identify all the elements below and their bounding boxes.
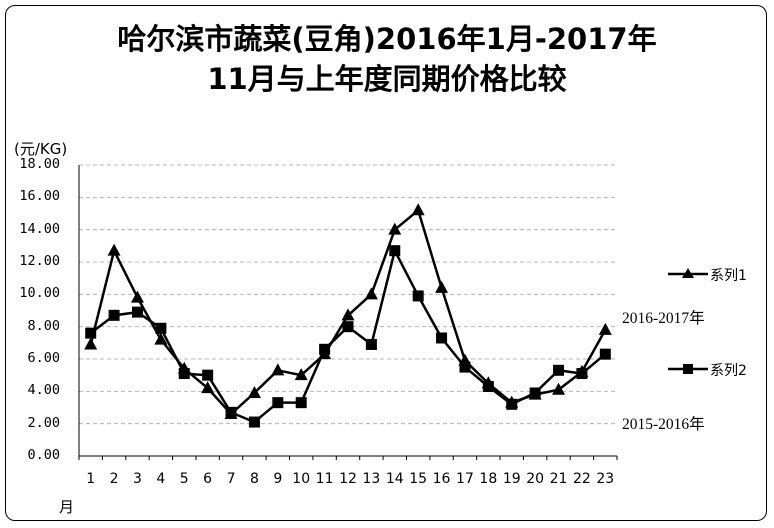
x-tick-label: 19 (502, 471, 521, 487)
series-2-point (553, 364, 565, 376)
series-2-point (85, 327, 97, 339)
x-tick-label: 5 (179, 471, 189, 487)
series-1-point (598, 322, 612, 335)
x-tick-label: 23 (596, 471, 615, 487)
y-tick-label: 8.00 (27, 317, 60, 334)
series-2-line (89, 249, 607, 424)
series-2-point (482, 380, 494, 392)
x-tick-label: 17 (456, 471, 474, 487)
legend-square-marker (668, 364, 708, 374)
y-axis-unit-label: (元/KG) (14, 140, 68, 158)
series-2-point (225, 406, 237, 418)
series-1-point (388, 222, 402, 235)
x-tick-label: 14 (385, 471, 404, 487)
y-tick-label: 18.00 (19, 156, 60, 172)
series-2-point (319, 343, 331, 355)
chart-frame (5, 5, 767, 521)
legend-triangle-marker (668, 268, 708, 278)
series-2-point (389, 245, 401, 257)
x-tick-label: 13 (362, 471, 381, 487)
series-2-point (108, 309, 120, 321)
x-tick-label: 2 (109, 471, 119, 487)
series-2-point (365, 338, 377, 350)
series-2-point (155, 322, 167, 334)
y-tick-label: 2.00 (27, 414, 60, 431)
x-tick-label: 4 (156, 471, 166, 487)
chart-title-line1: 哈尔滨市蔬菜(豆角)2016年1月-2017年 (117, 22, 657, 56)
x-tick-label: 10 (292, 471, 311, 487)
series-1-point (154, 332, 168, 345)
series-1-point (411, 203, 425, 216)
series-1-point (107, 243, 121, 256)
x-tick-label: 9 (273, 471, 283, 487)
annotation-2016-2017: 2016-2017年 (622, 310, 705, 327)
x-tick-label: 1 (86, 471, 96, 487)
series-2-point (178, 368, 190, 380)
series-1-point (130, 290, 144, 303)
series-1-point (364, 287, 378, 300)
y-tick-label: 6.00 (27, 350, 60, 366)
series-2-point (202, 369, 214, 381)
series-2-point (131, 306, 143, 318)
series-1-point (435, 280, 449, 293)
y-tick-label: 4.00 (27, 382, 60, 399)
x-tick-label: 12 (339, 471, 357, 487)
x-tick-label: 15 (409, 471, 428, 487)
series-1-point (247, 385, 261, 398)
x-tick-label: 18 (479, 471, 498, 487)
x-tick-label: 21 (549, 471, 568, 487)
x-tick-label: 22 (572, 471, 591, 487)
series-2-point (248, 416, 260, 428)
x-tick-label: 11 (315, 471, 334, 487)
x-tick-label: 20 (526, 471, 545, 487)
x-tick-label: 7 (226, 471, 236, 487)
legend-label-series2: 系列2 (710, 363, 747, 379)
series-2-point (436, 332, 448, 344)
series-2-point (295, 397, 307, 409)
x-tick-label: 8 (249, 471, 259, 487)
annotation-2015-2016: 2015-2016年 (622, 416, 705, 433)
y-tick-label: 10.00 (19, 285, 60, 302)
legend-label-series1: 系列1 (710, 268, 747, 284)
series-2-point (599, 348, 611, 360)
x-tick-label: 16 (432, 471, 451, 487)
series-1-point (552, 382, 566, 395)
y-tick-label: 14.00 (19, 220, 60, 237)
x-tick-label: 3 (133, 471, 142, 487)
y-tick-label: 12.00 (19, 253, 60, 269)
series-2-point (576, 368, 588, 380)
series-1-point (341, 308, 355, 321)
series-1-point (271, 363, 285, 376)
series-1-point (201, 381, 215, 394)
series-2-point (272, 397, 284, 409)
series-1-point (294, 368, 308, 381)
x-tick-label: 6 (203, 471, 213, 487)
chart-title-line2: 11月与上年度同期价格比较 (207, 62, 567, 96)
x-axis-unit-label: 月 (59, 498, 75, 516)
y-tick-label: 16.00 (19, 188, 60, 205)
series-1-point (84, 337, 98, 350)
y-tick-label: 0.00 (27, 447, 60, 463)
series-2-point (342, 321, 354, 333)
series-2-point (459, 361, 471, 373)
series-2-point (412, 290, 424, 302)
series-2-point (506, 398, 518, 410)
series-2-point (529, 387, 541, 399)
